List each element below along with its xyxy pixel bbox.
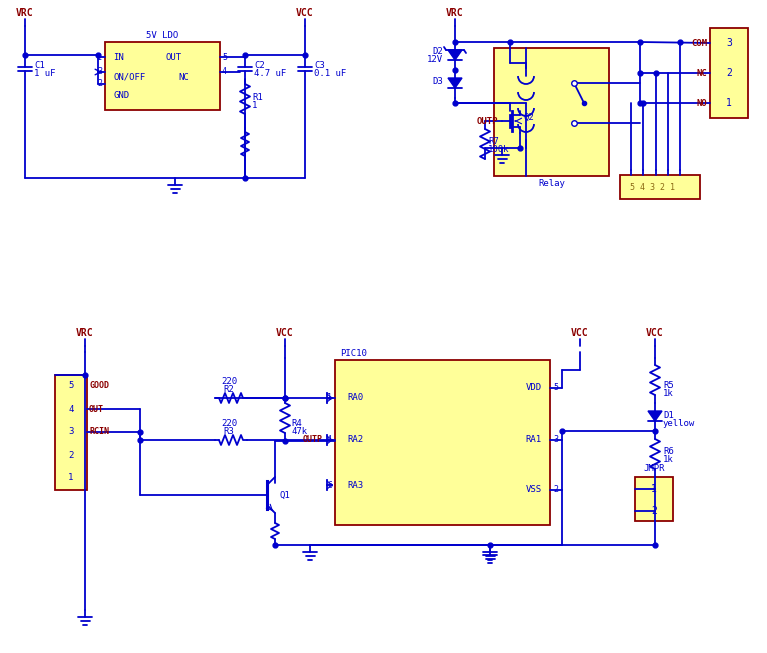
- Text: R5: R5: [663, 381, 673, 389]
- Text: 1: 1: [651, 484, 657, 494]
- Bar: [710, 28, 748, 118]
- Text: Q1: Q1: [280, 490, 291, 500]
- Text: 5 4 3 2 1: 5 4 3 2 1: [630, 182, 675, 191]
- Text: R7: R7: [488, 136, 499, 146]
- Text: VCC: VCC: [646, 328, 663, 338]
- Text: 1k: 1k: [663, 454, 673, 464]
- Bar: [620, 175, 700, 199]
- Text: 4.7 uF: 4.7 uF: [254, 69, 286, 78]
- Text: C1: C1: [34, 61, 44, 69]
- Text: 4: 4: [222, 67, 227, 76]
- Text: RCIN: RCIN: [89, 428, 109, 436]
- Text: 3: 3: [97, 67, 102, 76]
- Text: VCC: VCC: [276, 328, 294, 338]
- Text: D1: D1: [663, 411, 673, 419]
- Text: OUT: OUT: [89, 404, 104, 413]
- Text: 2: 2: [726, 68, 732, 78]
- Text: 3: 3: [726, 38, 732, 48]
- Text: 1: 1: [97, 52, 102, 61]
- Text: D3: D3: [433, 78, 443, 86]
- Text: 6: 6: [327, 481, 332, 490]
- Text: 3: 3: [68, 428, 74, 436]
- Text: VDD: VDD: [526, 383, 542, 392]
- Text: 12V: 12V: [427, 56, 443, 65]
- Text: NC: NC: [696, 69, 707, 78]
- Text: 4: 4: [327, 436, 332, 445]
- Text: VSS: VSS: [526, 485, 542, 494]
- Text: VCC: VCC: [296, 8, 314, 18]
- Bar: [335, 360, 550, 525]
- Text: RA1: RA1: [526, 436, 542, 445]
- Text: NC: NC: [178, 72, 189, 82]
- Text: yellow: yellow: [663, 419, 695, 428]
- Text: 2: 2: [68, 451, 74, 460]
- Text: 1k: 1k: [663, 389, 673, 398]
- Text: 1 uF: 1 uF: [34, 69, 55, 78]
- Text: VCC: VCC: [571, 328, 589, 338]
- Text: 4: 4: [68, 404, 74, 413]
- Text: 220: 220: [221, 377, 237, 385]
- Bar: [105, 42, 220, 110]
- Text: Relay: Relay: [538, 179, 565, 188]
- Text: D2: D2: [433, 48, 443, 57]
- Text: 220: 220: [221, 419, 237, 428]
- Text: 1: 1: [252, 101, 258, 110]
- Polygon shape: [648, 411, 662, 421]
- Polygon shape: [448, 78, 462, 88]
- Bar: [55, 375, 87, 490]
- Text: VRC: VRC: [446, 8, 464, 18]
- Text: 5: 5: [553, 383, 558, 392]
- Text: 2: 2: [97, 80, 102, 89]
- Text: R1: R1: [252, 93, 263, 101]
- Text: GND: GND: [113, 91, 129, 99]
- Text: R3: R3: [224, 426, 235, 436]
- Text: 100k: 100k: [488, 144, 509, 153]
- Text: 1: 1: [68, 473, 74, 483]
- Text: GOOD: GOOD: [89, 381, 109, 390]
- Text: OUTP: OUTP: [303, 436, 323, 445]
- Text: C2: C2: [254, 61, 265, 69]
- Text: COM: COM: [691, 39, 707, 48]
- Polygon shape: [448, 50, 462, 60]
- Text: Q2: Q2: [524, 112, 535, 121]
- Text: PIC10: PIC10: [340, 349, 367, 358]
- Text: VRC: VRC: [76, 328, 94, 338]
- Text: 5V LDO: 5V LDO: [146, 31, 179, 40]
- Text: 0.1 uF: 0.1 uF: [314, 69, 346, 78]
- Text: IN: IN: [113, 52, 123, 61]
- Text: ON/OFF: ON/OFF: [113, 72, 145, 82]
- Text: R4: R4: [291, 419, 301, 428]
- Text: R6: R6: [663, 447, 673, 456]
- Text: NO: NO: [696, 99, 707, 108]
- Text: OUTP: OUTP: [476, 116, 498, 125]
- Text: RA3: RA3: [347, 481, 363, 490]
- Text: 2: 2: [651, 506, 657, 516]
- Text: 5: 5: [68, 381, 74, 390]
- Text: 2: 2: [553, 485, 558, 494]
- Text: 1: 1: [327, 394, 332, 402]
- Text: 5: 5: [222, 52, 227, 61]
- Text: RA2: RA2: [347, 436, 363, 445]
- Text: C3: C3: [314, 61, 324, 69]
- Bar: [494, 48, 609, 176]
- Bar: [635, 477, 673, 521]
- Text: 47k: 47k: [291, 426, 307, 436]
- Text: 1: 1: [726, 98, 732, 108]
- Text: VRC: VRC: [16, 8, 34, 18]
- Text: 3: 3: [553, 436, 558, 445]
- Text: R2: R2: [224, 385, 235, 394]
- Text: RA0: RA0: [347, 394, 363, 402]
- Text: JMPR: JMPR: [644, 464, 665, 473]
- Text: OUT: OUT: [165, 52, 181, 61]
